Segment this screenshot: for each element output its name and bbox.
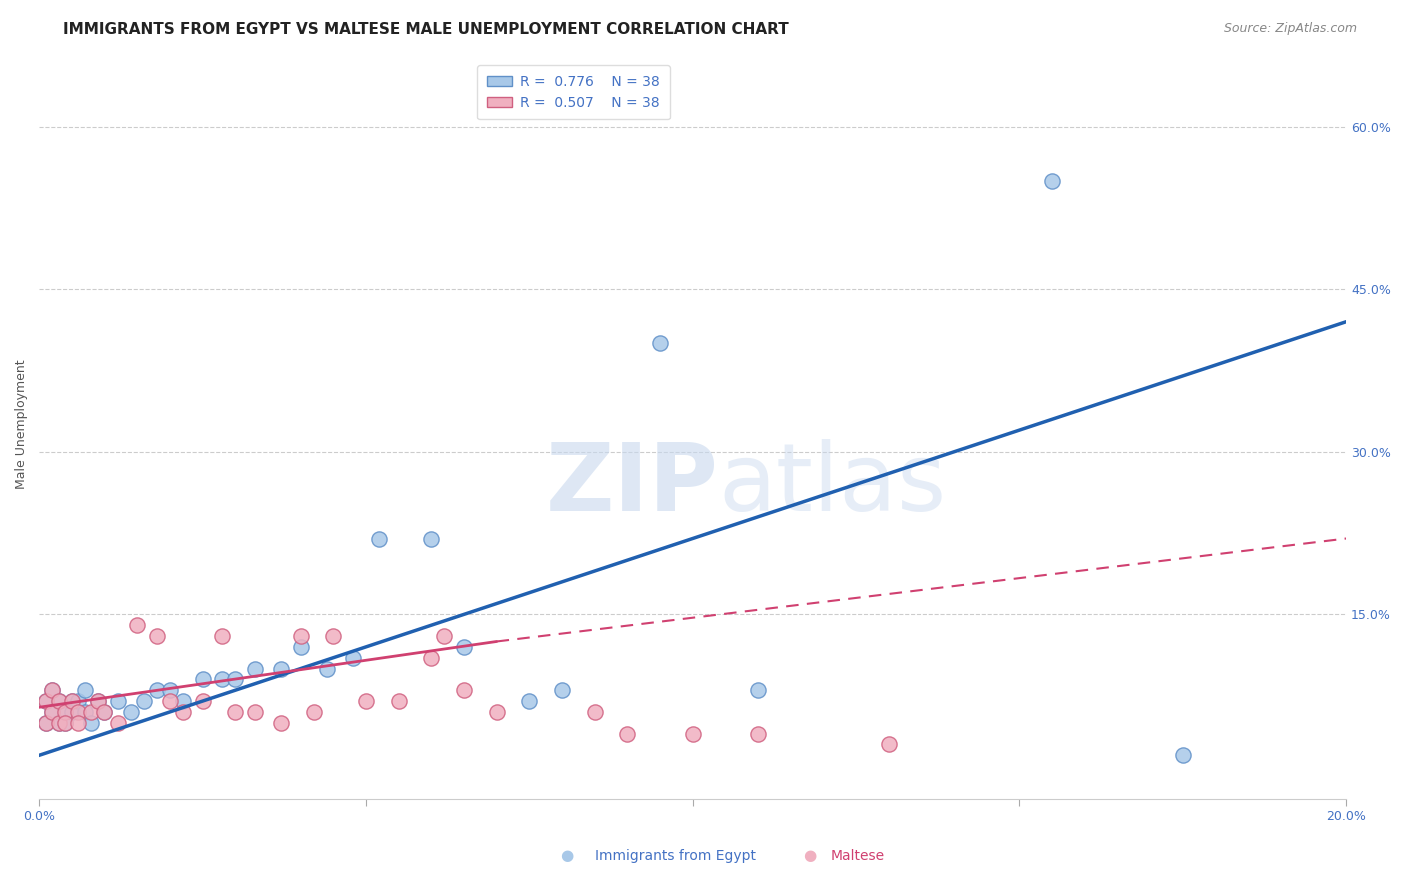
Point: [60, 694, 83, 708]
Point: [420, 650, 443, 665]
Point: [73, 683, 96, 698]
Point: [747, 683, 769, 698]
Point: [67, 715, 90, 730]
Point: [67, 694, 90, 708]
Point: [877, 738, 900, 752]
Point: [354, 694, 377, 708]
Point: [224, 673, 246, 687]
Point: [191, 673, 214, 687]
Point: [224, 705, 246, 719]
Point: [53, 715, 76, 730]
Point: [433, 629, 456, 643]
Point: [145, 683, 167, 698]
Point: [172, 694, 194, 708]
Point: [1171, 748, 1194, 763]
Point: [107, 694, 129, 708]
Point: [290, 640, 312, 654]
Point: [682, 726, 704, 740]
Point: [67, 705, 90, 719]
Point: [41, 705, 63, 719]
Point: [290, 629, 312, 643]
Text: IMMIGRANTS FROM EGYPT VS MALTESE MALE UNEMPLOYMENT CORRELATION CHART: IMMIGRANTS FROM EGYPT VS MALTESE MALE UN…: [63, 22, 789, 37]
Point: [48, 715, 70, 730]
Point: [34, 715, 56, 730]
Text: ●: ●: [561, 848, 574, 863]
Point: [747, 726, 769, 740]
Point: [211, 673, 233, 687]
Point: [270, 715, 292, 730]
Point: [53, 715, 76, 730]
Text: Maltese: Maltese: [831, 849, 884, 863]
Point: [322, 629, 344, 643]
Point: [191, 694, 214, 708]
Point: [243, 705, 266, 719]
Point: [127, 618, 149, 632]
Point: [551, 683, 574, 698]
Point: [453, 683, 475, 698]
Point: [107, 715, 129, 730]
Point: [80, 715, 103, 730]
Text: Immigrants from Egypt: Immigrants from Egypt: [595, 849, 756, 863]
Point: [648, 336, 671, 351]
Point: [243, 662, 266, 676]
Point: [34, 694, 56, 708]
Point: [120, 705, 142, 719]
Point: [48, 715, 70, 730]
Point: [41, 705, 63, 719]
Text: atlas: atlas: [718, 439, 948, 531]
Point: [73, 705, 96, 719]
Point: [93, 705, 115, 719]
Point: [159, 683, 181, 698]
Point: [145, 629, 167, 643]
Point: [172, 705, 194, 719]
Point: [60, 694, 83, 708]
Point: [41, 683, 63, 698]
Point: [583, 705, 606, 719]
Point: [517, 694, 540, 708]
Point: [159, 694, 181, 708]
Text: ZIP: ZIP: [546, 439, 718, 531]
Point: [34, 715, 56, 730]
Point: [315, 662, 337, 676]
Point: [53, 705, 76, 719]
Point: [87, 694, 110, 708]
Point: [485, 705, 508, 719]
Point: [1040, 174, 1063, 188]
Point: [60, 705, 83, 719]
Point: [80, 705, 103, 719]
Legend: R =  0.776    N = 38, R =  0.507    N = 38: R = 0.776 N = 38, R = 0.507 N = 38: [478, 65, 669, 120]
Y-axis label: Male Unemployment: Male Unemployment: [15, 359, 28, 490]
Point: [270, 662, 292, 676]
Point: [453, 640, 475, 654]
Point: [34, 694, 56, 708]
Point: [368, 532, 391, 546]
Point: [48, 694, 70, 708]
Point: [87, 694, 110, 708]
Point: [387, 694, 409, 708]
Point: [342, 650, 364, 665]
Point: [53, 705, 76, 719]
Text: Source: ZipAtlas.com: Source: ZipAtlas.com: [1223, 22, 1357, 36]
Point: [302, 705, 325, 719]
Point: [48, 694, 70, 708]
Point: [41, 683, 63, 698]
Text: ●: ●: [803, 848, 815, 863]
Point: [211, 629, 233, 643]
Point: [93, 705, 115, 719]
Point: [420, 532, 443, 546]
Point: [616, 726, 638, 740]
Point: [132, 694, 155, 708]
